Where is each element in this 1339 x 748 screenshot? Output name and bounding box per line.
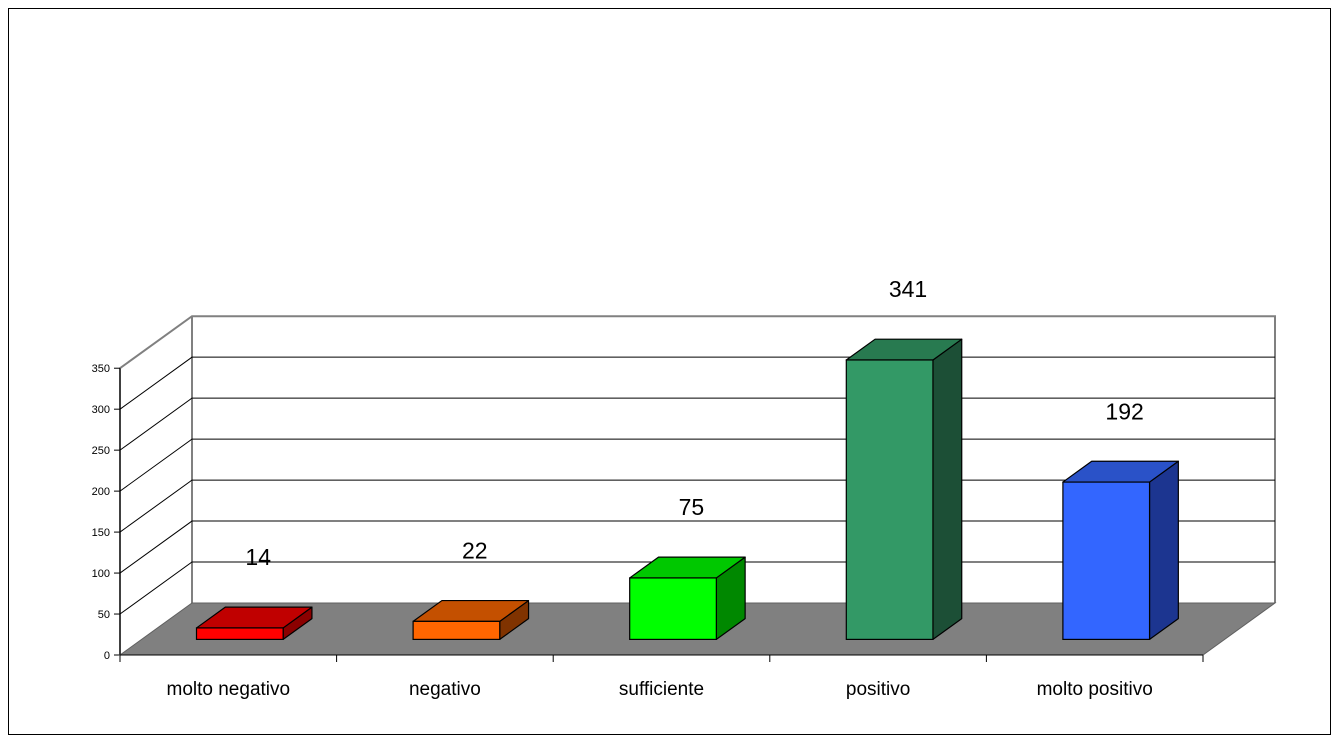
y-tick-label: 350 xyxy=(92,363,110,375)
bar xyxy=(1062,460,1179,641)
bar xyxy=(845,338,963,641)
x-category-label: molto negativo xyxy=(167,679,291,700)
bar-side xyxy=(932,338,963,641)
bar-front xyxy=(1062,481,1151,640)
bar xyxy=(195,606,313,641)
bar xyxy=(629,556,746,641)
y-tick-label: 300 xyxy=(92,404,110,416)
bar-front xyxy=(845,359,934,640)
y-tick-label: 50 xyxy=(98,609,110,621)
x-category-label: molto positivo xyxy=(1037,679,1153,700)
y-tick-label: 150 xyxy=(92,527,110,539)
value-label: 14 xyxy=(245,544,271,570)
y-tick-label: 250 xyxy=(92,445,110,457)
bar-front xyxy=(195,627,284,641)
y-tick-label: 200 xyxy=(92,486,110,498)
bar-front xyxy=(629,577,717,641)
bars xyxy=(195,338,1179,641)
x-category-label: positivo xyxy=(846,679,910,700)
bar-front xyxy=(412,620,501,641)
y-axis: 0 50 100 150 200 250 300 350 xyxy=(92,363,121,662)
y-tick-label: 100 xyxy=(92,568,110,580)
bar xyxy=(412,599,530,641)
x-category-label: negativo xyxy=(409,679,481,700)
value-label: 341 xyxy=(889,276,927,302)
value-label: 192 xyxy=(1105,398,1143,424)
value-label: 75 xyxy=(679,494,705,520)
y-tick-label: 0 xyxy=(104,650,110,662)
bar-side xyxy=(1148,460,1179,641)
wall-top-edge xyxy=(119,315,1276,603)
x-axis: molto negativo negativo sufficiente positiv… xyxy=(119,654,1204,700)
value-label: 22 xyxy=(462,538,488,564)
x-category-label: sufficiente xyxy=(619,679,704,700)
value-labels: 14 22 75 341 192 xyxy=(245,276,1143,570)
